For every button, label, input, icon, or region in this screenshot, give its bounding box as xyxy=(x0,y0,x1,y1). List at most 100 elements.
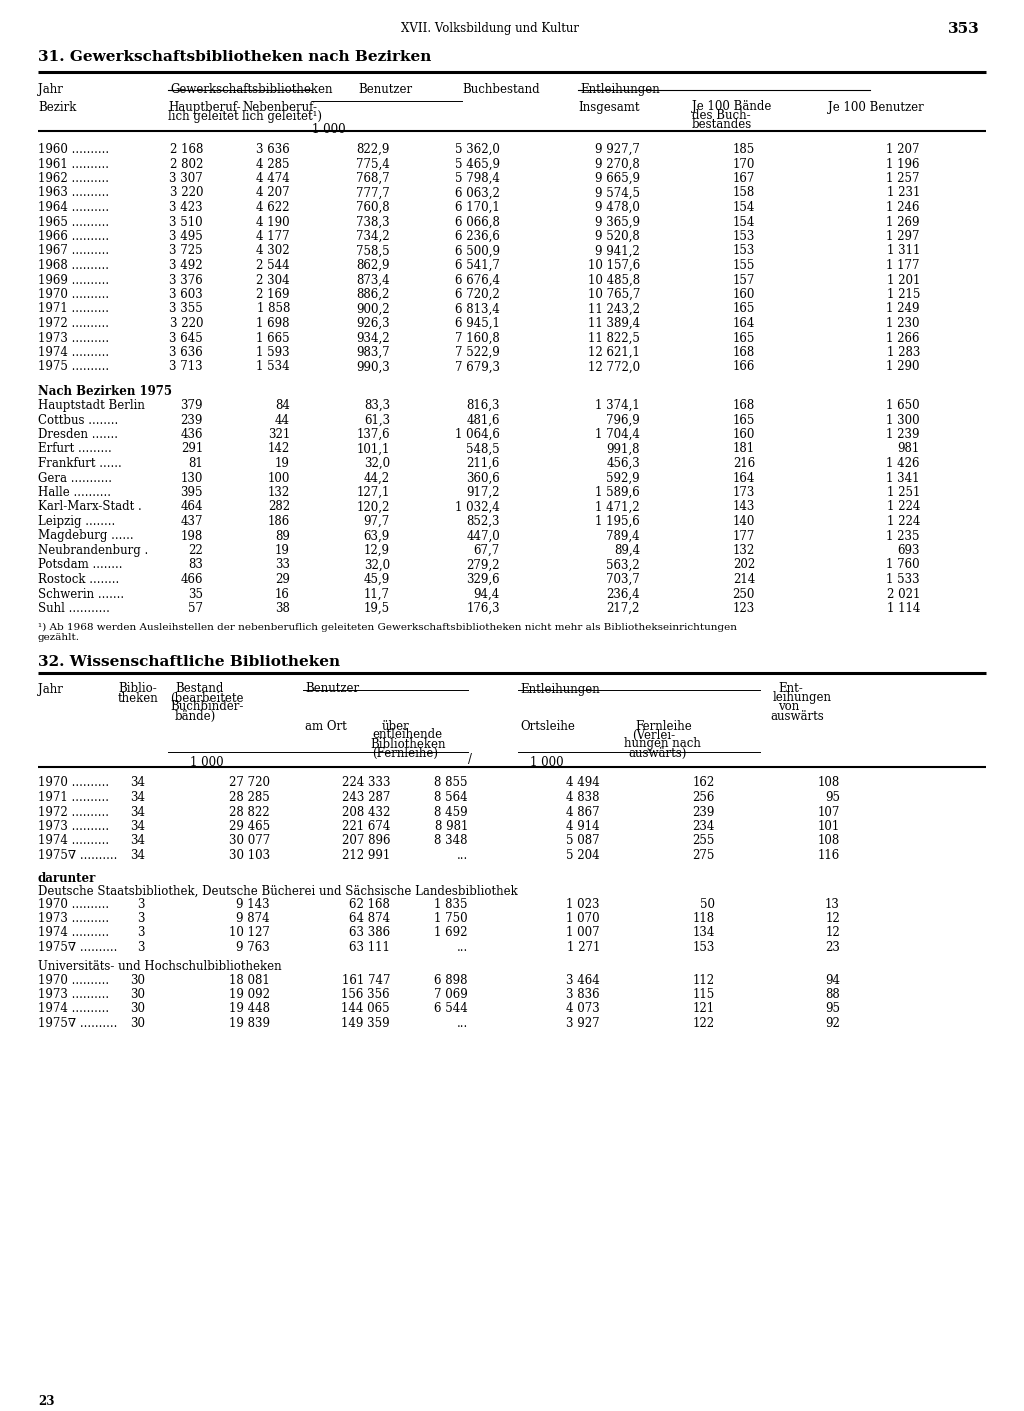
Text: 127,1: 127,1 xyxy=(356,485,390,499)
Text: 9 143: 9 143 xyxy=(237,897,270,910)
Text: 122: 122 xyxy=(693,1017,715,1030)
Text: 134: 134 xyxy=(692,927,715,940)
Text: Benutzer: Benutzer xyxy=(358,83,412,96)
Text: 768,7: 768,7 xyxy=(356,172,390,185)
Text: 94: 94 xyxy=(825,974,840,986)
Text: 34: 34 xyxy=(130,776,145,790)
Text: 3 636: 3 636 xyxy=(256,143,290,157)
Text: Insgesamt: Insgesamt xyxy=(578,102,640,114)
Text: 6 813,4: 6 813,4 xyxy=(456,302,500,316)
Text: 1 251: 1 251 xyxy=(887,485,920,499)
Text: 777,7: 777,7 xyxy=(356,186,390,199)
Text: 153: 153 xyxy=(732,244,755,257)
Text: 1969 ..........: 1969 .......... xyxy=(38,274,110,286)
Text: Potsdam ........: Potsdam ........ xyxy=(38,559,123,571)
Text: auswärts: auswärts xyxy=(770,710,823,722)
Text: 9 941,2: 9 941,2 xyxy=(595,244,640,257)
Text: Benutzer: Benutzer xyxy=(305,683,359,696)
Text: 329,6: 329,6 xyxy=(466,573,500,586)
Text: 1 698: 1 698 xyxy=(256,317,290,330)
Text: 155: 155 xyxy=(732,260,755,272)
Text: 81: 81 xyxy=(188,457,203,470)
Text: 29: 29 xyxy=(275,573,290,586)
Text: 256: 256 xyxy=(692,792,715,804)
Text: 1974 ..........: 1974 .......... xyxy=(38,346,110,358)
Text: 8 348: 8 348 xyxy=(434,834,468,848)
Text: 1 257: 1 257 xyxy=(887,172,920,185)
Text: 12 621,1: 12 621,1 xyxy=(588,346,640,358)
Text: 1 290: 1 290 xyxy=(887,360,920,374)
Text: 101: 101 xyxy=(818,820,840,832)
Text: 9 927,7: 9 927,7 xyxy=(595,143,640,157)
Text: 165: 165 xyxy=(732,332,755,344)
Text: 28 822: 28 822 xyxy=(229,806,270,818)
Text: 9 365,9: 9 365,9 xyxy=(595,216,640,229)
Text: Neubrandenburg .: Neubrandenburg . xyxy=(38,545,148,557)
Text: 177: 177 xyxy=(732,529,755,542)
Text: 1 534: 1 534 xyxy=(256,360,290,374)
Text: Schwerin .......: Schwerin ....... xyxy=(38,587,124,601)
Text: 62 168: 62 168 xyxy=(349,897,390,910)
Text: 2 169: 2 169 xyxy=(256,288,290,301)
Text: 1 471,2: 1 471,2 xyxy=(595,501,640,514)
Text: 6 720,2: 6 720,2 xyxy=(456,288,500,301)
Text: 12: 12 xyxy=(825,912,840,926)
Text: 34: 34 xyxy=(130,806,145,818)
Text: 934,2: 934,2 xyxy=(356,332,390,344)
Text: 6 236,6: 6 236,6 xyxy=(455,230,500,243)
Text: 5 362,0: 5 362,0 xyxy=(455,143,500,157)
Text: /: / xyxy=(468,753,472,766)
Text: 118: 118 xyxy=(693,912,715,926)
Text: 221 674: 221 674 xyxy=(342,820,390,832)
Text: 1 249: 1 249 xyxy=(887,302,920,316)
Text: 1 665: 1 665 xyxy=(256,332,290,344)
Text: 1 207: 1 207 xyxy=(887,143,920,157)
Text: 279,2: 279,2 xyxy=(467,559,500,571)
Text: 217,2: 217,2 xyxy=(606,602,640,615)
Text: 1 032,4: 1 032,4 xyxy=(456,501,500,514)
Text: 167: 167 xyxy=(732,172,755,185)
Text: 153: 153 xyxy=(732,230,755,243)
Text: 143: 143 xyxy=(732,501,755,514)
Text: 1960 ..........: 1960 .......... xyxy=(38,143,110,157)
Text: 116: 116 xyxy=(818,849,840,862)
Text: 29 465: 29 465 xyxy=(229,820,270,832)
Text: 198: 198 xyxy=(181,529,203,542)
Text: 6 500,9: 6 500,9 xyxy=(455,244,500,257)
Text: 64 874: 64 874 xyxy=(349,912,390,926)
Text: 9 478,0: 9 478,0 xyxy=(595,200,640,214)
Text: 447,0: 447,0 xyxy=(466,529,500,542)
Text: 22: 22 xyxy=(188,545,203,557)
Text: 1975∇ ..........: 1975∇ .......... xyxy=(38,1017,118,1030)
Text: 481,6: 481,6 xyxy=(467,413,500,426)
Text: 32. Wissenschaftliche Bibliotheken: 32. Wissenschaftliche Bibliotheken xyxy=(38,655,340,669)
Text: 170: 170 xyxy=(732,158,755,171)
Text: 1 266: 1 266 xyxy=(887,332,920,344)
Text: 1 196: 1 196 xyxy=(887,158,920,171)
Text: Buchbinder-: Buchbinder- xyxy=(170,700,244,714)
Text: 149 359: 149 359 xyxy=(341,1017,390,1030)
Text: 173: 173 xyxy=(732,485,755,499)
Text: 4 177: 4 177 xyxy=(256,230,290,243)
Text: lich geleitet: lich geleitet xyxy=(168,110,239,123)
Text: 31. Gewerkschaftsbibliotheken nach Bezirken: 31. Gewerkschaftsbibliotheken nach Bezir… xyxy=(38,49,431,63)
Text: 395: 395 xyxy=(180,485,203,499)
Text: 160: 160 xyxy=(732,428,755,442)
Text: 16: 16 xyxy=(275,587,290,601)
Text: 275: 275 xyxy=(692,849,715,862)
Text: 44: 44 xyxy=(275,413,290,426)
Text: 3 836: 3 836 xyxy=(566,988,600,1000)
Text: 1 064,6: 1 064,6 xyxy=(455,428,500,442)
Text: 120,2: 120,2 xyxy=(356,501,390,514)
Text: Biblio-: Biblio- xyxy=(118,683,157,696)
Text: Magdeburg ......: Magdeburg ...... xyxy=(38,529,133,542)
Text: 1 000: 1 000 xyxy=(312,123,346,135)
Text: 4 190: 4 190 xyxy=(256,216,290,229)
Text: 88: 88 xyxy=(825,988,840,1000)
Text: 548,5: 548,5 xyxy=(466,443,500,456)
Text: 5 465,9: 5 465,9 xyxy=(455,158,500,171)
Text: 255: 255 xyxy=(692,834,715,848)
Text: 156 356: 156 356 xyxy=(341,988,390,1000)
Text: 1 235: 1 235 xyxy=(887,529,920,542)
Text: 6 945,1: 6 945,1 xyxy=(455,317,500,330)
